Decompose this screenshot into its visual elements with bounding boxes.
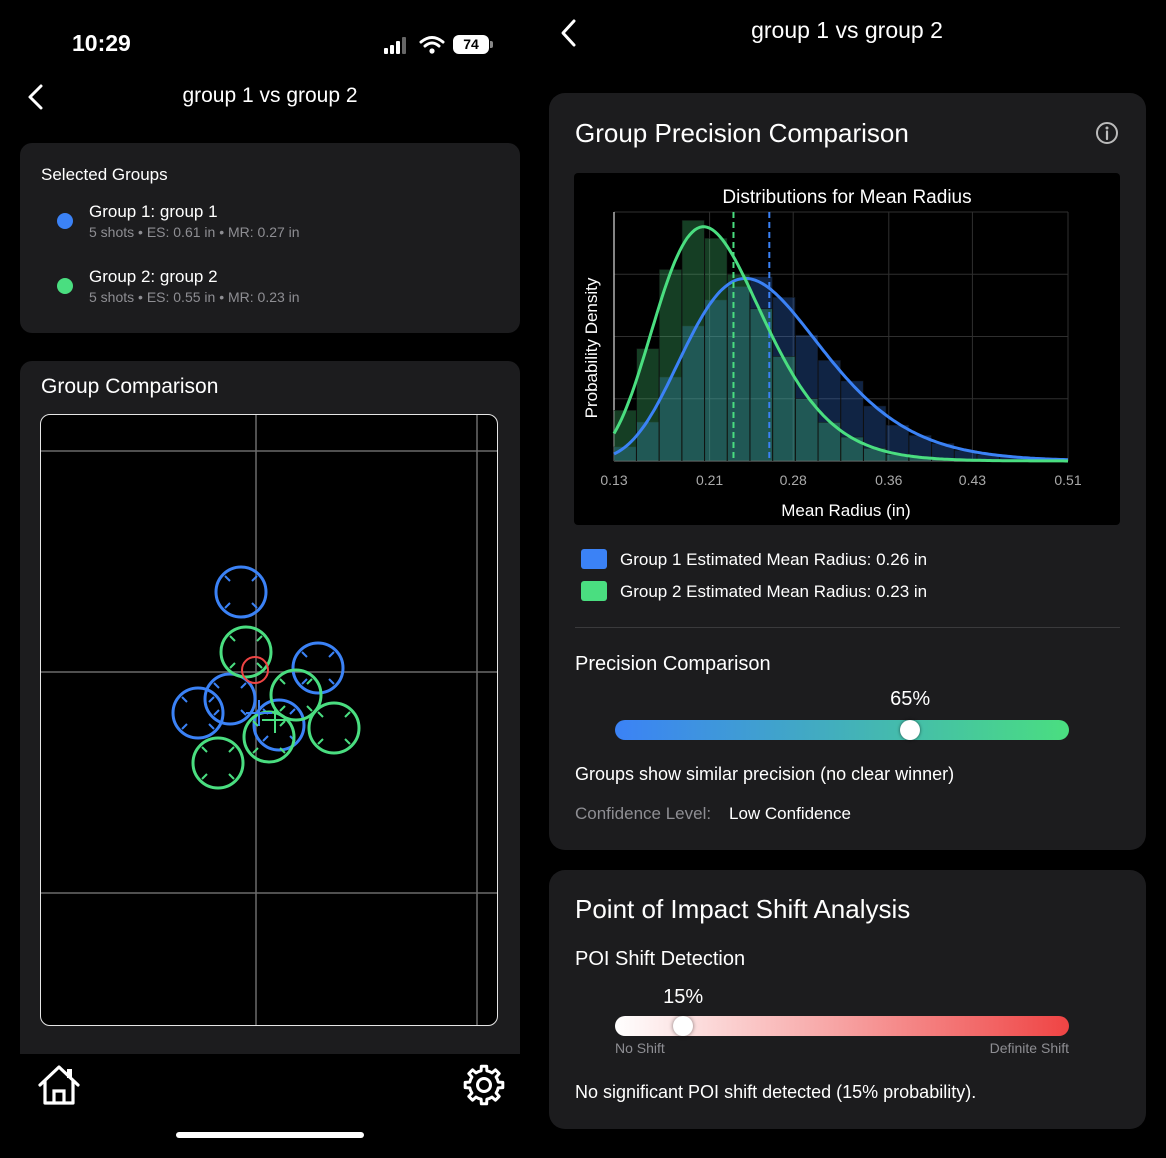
shot-marker [191,736,245,790]
group-1-meta: 5 shots • ES: 0.61 in • MR: 0.27 in [89,224,300,240]
legend-swatch-group-1 [581,549,607,569]
group-2-name: Group 2: group 2 [89,267,218,286]
poi-shift-card: Point of Impact Shift Analysis POI Shift… [549,870,1146,1129]
histogram-bar [681,220,705,462]
x-tick-label: 0.51 [1054,472,1081,488]
poi-card-title: Point of Impact Shift Analysis [575,894,911,924]
battery-nub [490,41,493,48]
shot-marker [269,668,323,722]
selected-groups-label: Selected Groups [41,165,168,184]
nav-title: group 1 vs group 2 [751,17,943,43]
status-icons: 74 [383,34,493,56]
legend-label-group-2: Group 2 Estimated Mean Radius: 0.23 in [620,582,928,601]
group-1-center-marker [246,700,272,726]
chart-title: Distributions for Mean Radius [722,187,971,208]
nav-title: group 1 vs group 2 [182,84,358,107]
poi-max-label: Definite Shift [989,1040,1069,1056]
shot-marker [307,701,361,755]
group-2-color-dot [57,278,73,294]
shot-marker [291,641,345,695]
shot-marker [203,672,257,726]
home-indicator [176,1132,364,1138]
legend-swatch-group-2 [581,581,607,601]
card-divider [575,627,1120,628]
mean-radius-chart: Distributions for Mean Radius Mean Radiu… [574,173,1120,525]
poi-min-label: No Shift [615,1040,665,1056]
gear-icon[interactable] [462,1063,506,1107]
legend-item-group-2: Group 2 Estimated Mean Radius: 0.23 in [581,580,1121,606]
group-2-center-marker [262,707,288,733]
chart-xlabel: Mean Radius (in) [781,501,910,520]
shot-marker [214,565,268,619]
x-tick-label: 0.13 [600,472,627,488]
target-grid-lines [41,415,497,1025]
group-comparison-card: Group Comparison [20,361,520,1054]
precision-card-title: Group Precision Comparison [575,118,909,148]
precision-comparison-title: Precision Comparison [575,653,771,675]
group-comparison-title: Group Comparison [41,375,219,398]
histogram-bar [749,308,773,462]
shot-target-plot[interactable] [40,414,498,1026]
histogram-bar [795,398,819,462]
histogram-bar [727,274,750,462]
selected-groups-card: Selected Groups Group 1: group 1 5 shots… [20,143,520,333]
precision-gradient-bar [615,720,1069,740]
group-row-2[interactable]: Group 2: group 2 5 shots • ES: 0.55 in •… [20,264,520,312]
precision-percent: 65% [890,688,931,710]
precision-card: Group Precision Comparison Distributions… [549,93,1146,850]
aim-point-marker [241,656,269,684]
group-1-name: Group 1: group 1 [89,202,218,221]
shot-marker [219,625,273,679]
confidence-level-value: Low Confidence [729,804,851,823]
shot-marker [171,686,225,740]
poi-shift-slider[interactable]: 15% No Shift Definite Shift [615,986,1069,1066]
poi-summary: No significant POI shift detected (15% p… [575,1082,977,1102]
legend-label-group-1: Group 1 Estimated Mean Radius: 0.26 in [620,550,928,569]
precision-summary: Groups show similar precision (no clear … [575,764,955,784]
group-row-1[interactable]: Group 1: group 1 5 shots • ES: 0.61 in •… [20,199,520,247]
chart-ylabel: Probability Density [582,277,601,418]
legend-item-group-1: Group 1 Estimated Mean Radius: 0.26 in [581,548,1121,574]
poi-detection-title: POI Shift Detection [575,948,746,970]
poi-gradient-bar [615,1016,1069,1036]
shot-plot-svg [41,415,497,1025]
x-tick-label: 0.43 [959,472,986,488]
x-tick-label: 0.21 [696,472,723,488]
right-screen: group 1 vs group 2 Group Precision Compa… [540,0,1166,1158]
density-curve [612,225,1068,463]
x-tick-label: 0.28 [780,472,807,488]
density-curve [613,276,1069,462]
group-1-color-dot [57,213,73,229]
group-2-meta: 5 shots • ES: 0.55 in • MR: 0.23 in [89,289,300,305]
left-screen: 10:29 74 group 1 vs group 2 Selected Gro… [0,0,540,1158]
home-icon[interactable] [36,1063,82,1107]
x-tick-label: 0.36 [875,472,902,488]
battery-icon: 74 [453,35,489,54]
precision-slider-knob[interactable] [900,720,921,740]
precision-slider[interactable]: 65% [615,688,1069,748]
chart-svg: Distributions for Mean Radius Mean Radiu… [582,187,1082,520]
status-time: 10:29 [72,30,131,56]
info-icon[interactable] [1095,121,1119,145]
shot-marker [252,698,306,752]
poi-slider-knob[interactable] [673,1016,694,1036]
poi-percent: 15% [663,986,704,1008]
back-chevron-icon[interactable] [22,82,52,112]
signal-icon [384,37,406,54]
back-chevron-icon[interactable] [554,18,584,48]
confidence-level-label: Confidence Level: [575,804,712,823]
histogram-bar [704,238,728,462]
wifi-icon [419,36,445,54]
